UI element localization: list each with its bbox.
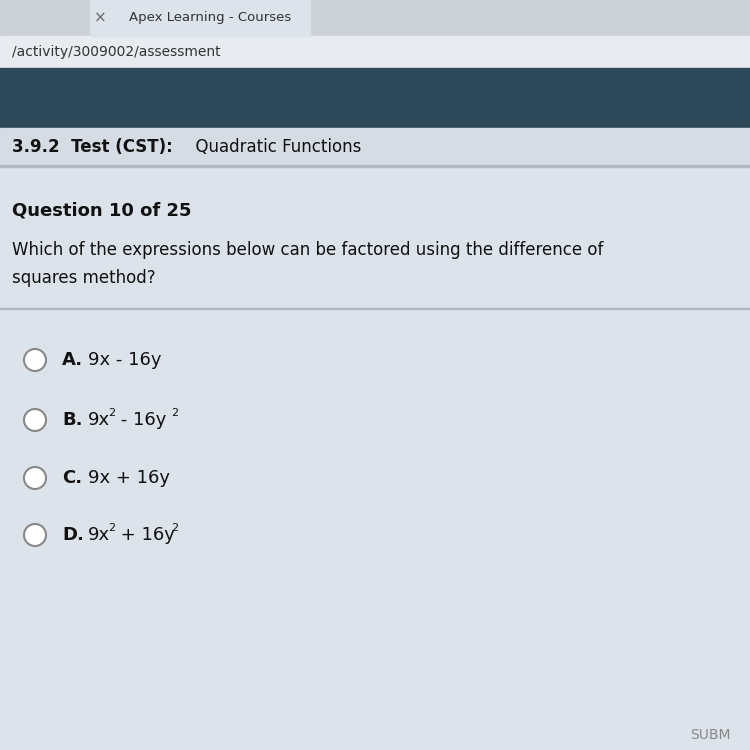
Bar	[0, 166, 750, 750]
Text: 2: 2	[171, 408, 178, 418]
Circle shape	[24, 467, 46, 489]
Text: 2: 2	[108, 523, 116, 533]
Bar	[0, 165, 750, 166]
Text: 9x - 16y: 9x - 16y	[88, 351, 161, 369]
Text: + 16y: + 16y	[115, 526, 175, 544]
Bar	[0, 308, 750, 309]
Text: A.: A.	[62, 351, 83, 369]
Text: ×: ×	[94, 10, 106, 26]
Text: 2: 2	[108, 408, 116, 418]
Circle shape	[24, 524, 46, 546]
Text: C.: C.	[62, 469, 82, 487]
Text: Quadratic Functions: Quadratic Functions	[185, 138, 362, 156]
Text: 2: 2	[171, 523, 178, 533]
Bar	[0, 128, 750, 166]
Circle shape	[24, 349, 46, 371]
Bar	[0, 36, 750, 68]
Circle shape	[24, 409, 46, 431]
Text: Which of the expressions below can be factored using the difference of: Which of the expressions below can be fa…	[12, 241, 603, 259]
Text: 9x: 9x	[88, 526, 110, 544]
Text: squares method?: squares method?	[12, 269, 156, 287]
Bar	[0, 68, 750, 128]
Text: /activity/3009002/assessment: /activity/3009002/assessment	[12, 45, 220, 59]
Text: Apex Learning - Courses: Apex Learning - Courses	[129, 11, 291, 25]
Text: 3.9.2  Test (CST):: 3.9.2 Test (CST):	[12, 138, 173, 156]
Text: B.: B.	[62, 411, 82, 429]
Bar	[90, 0, 310, 36]
Bar	[0, 0, 750, 36]
Text: Question 10 of 25: Question 10 of 25	[12, 201, 191, 219]
Text: SUBM: SUBM	[690, 728, 730, 742]
Text: 9x + 16y: 9x + 16y	[88, 469, 170, 487]
Text: 9x: 9x	[88, 411, 110, 429]
Text: D.: D.	[62, 526, 84, 544]
Text: - 16y: - 16y	[115, 411, 166, 429]
